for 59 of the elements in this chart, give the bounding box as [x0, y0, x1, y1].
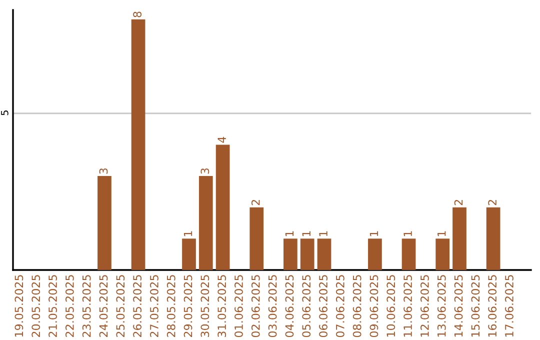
data-label: 1: [302, 231, 310, 236]
data-label: 3: [99, 168, 108, 174]
x-tick-label: 26.05.2025: [133, 275, 142, 337]
x-tick-label: 06.06.2025: [319, 275, 328, 338]
bar: [250, 207, 264, 270]
x-tick-label: 04.06.2025: [285, 275, 294, 338]
x-tick-label: 01.06.2025: [234, 275, 243, 338]
data-label: 2: [488, 200, 496, 206]
bar: [436, 238, 450, 270]
data-label: 1: [370, 231, 378, 236]
x-tick-label: 28.05.2025: [166, 275, 176, 337]
bar: [131, 19, 146, 270]
x-tick-label: 30.05.2025: [200, 275, 210, 337]
bar: [317, 238, 332, 270]
x-tick-label: 21.05.2025: [48, 275, 57, 337]
bar: [452, 207, 466, 270]
bar: [182, 238, 196, 270]
data-label: 3: [200, 168, 210, 174]
bar: [216, 144, 230, 270]
data-label: 4: [218, 136, 226, 143]
x-tick-label: 19.05.2025: [14, 275, 24, 337]
x-tick-label: 22.05.2025: [65, 275, 74, 337]
x-tick-label: 08.06.2025: [352, 275, 362, 338]
x-tick-label: 24.05.2025: [99, 275, 108, 337]
x-tick-label: 31.05.2025: [218, 275, 226, 337]
data-label: 2: [251, 200, 260, 206]
data-label: 1: [404, 231, 412, 236]
data-label: 8: [133, 12, 142, 18]
x-tick-label: 25.05.2025: [116, 275, 125, 337]
x-tick-label: 05.06.2025: [302, 275, 311, 338]
x-tick-label: 02.06.2025: [251, 275, 260, 338]
data-label: 1: [319, 231, 328, 236]
x-tick-label: 17.06.2025: [505, 275, 514, 337]
x-tick-label: 11.06.2025: [404, 275, 412, 337]
x-tick-label: 20.05.2025: [32, 275, 40, 337]
x-tick-label: 12.06.2025: [420, 275, 429, 337]
data-label: 1: [438, 231, 446, 236]
x-tick-label: 07.06.2025: [336, 275, 344, 338]
x-tick-label: 13.06.2025: [437, 275, 446, 337]
x-tick-label: 10.06.2025: [386, 275, 396, 337]
x-tick-label: 09.06.2025: [370, 275, 378, 338]
x-tick-label: 03.06.2025: [268, 275, 277, 338]
x-tick-label: 27.05.2025: [150, 275, 158, 337]
data-label: 1: [285, 231, 294, 236]
x-tick-label: 23.05.2025: [82, 275, 91, 337]
bar: [300, 238, 314, 270]
bar: [486, 207, 500, 270]
bar: [198, 176, 213, 270]
x-tick-label: 29.05.2025: [184, 275, 192, 337]
data-label: 2: [454, 200, 463, 206]
data-label: 1: [184, 231, 192, 236]
x-tick-label: 14.06.2025: [454, 275, 463, 337]
bar: [98, 176, 112, 270]
x-tick-label: 15.06.2025: [471, 275, 480, 337]
bar: [402, 238, 416, 270]
y-tick-label: 5: [1, 110, 8, 116]
bar: [283, 238, 298, 270]
x-tick-label: 16.06.2025: [488, 275, 497, 337]
bar: [368, 238, 382, 270]
